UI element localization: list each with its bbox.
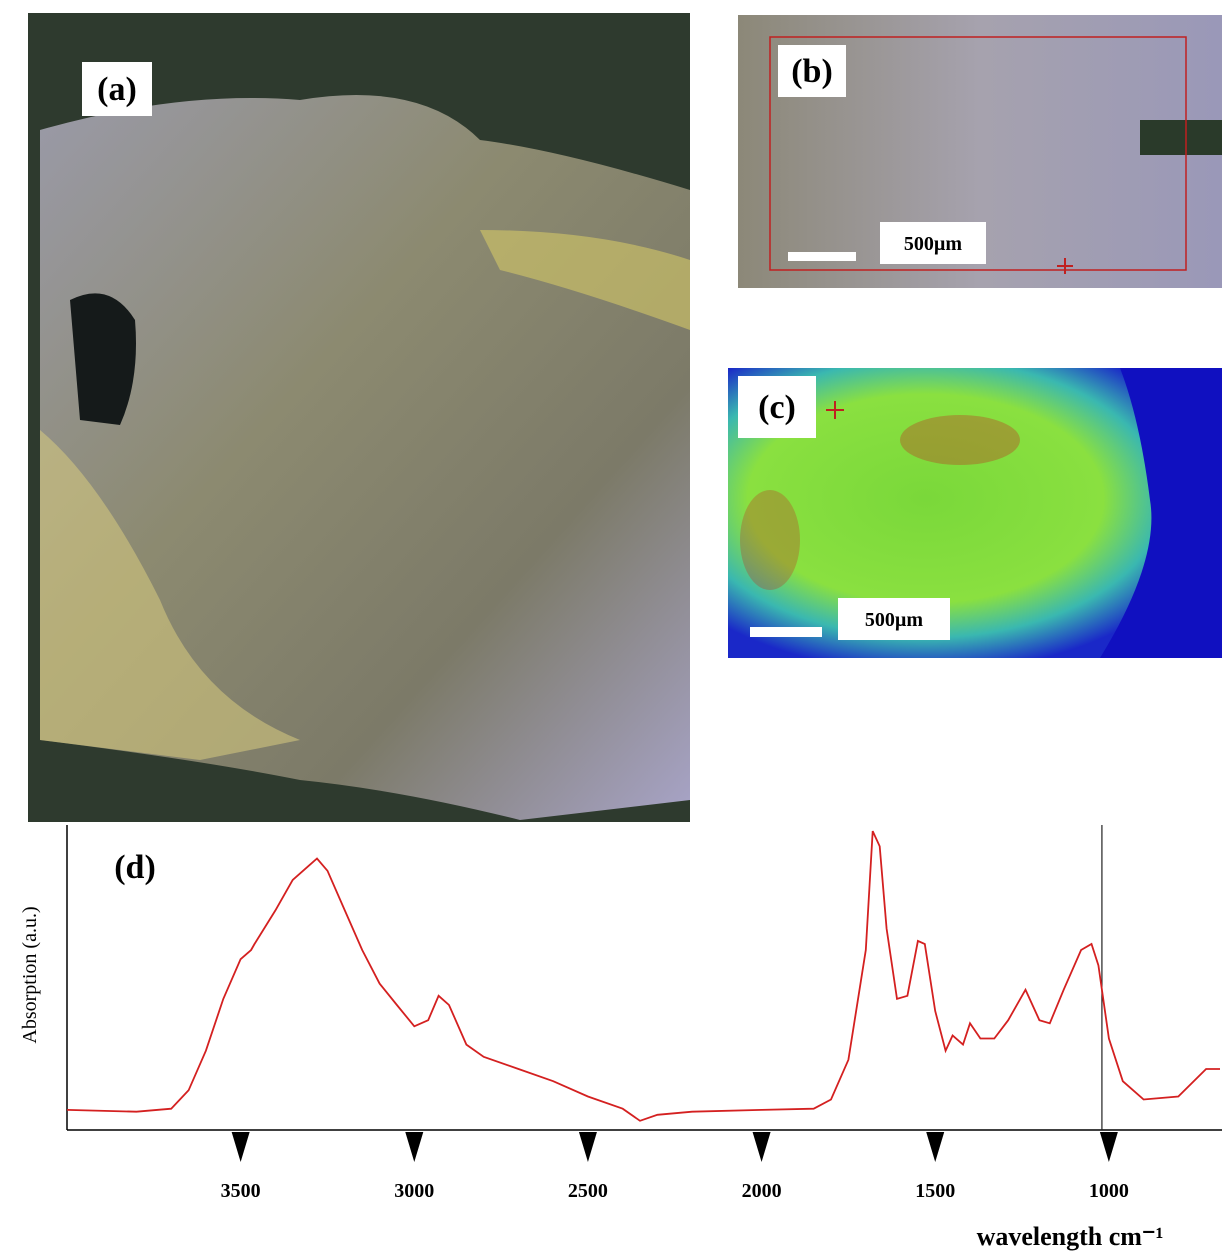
image-region (70, 293, 136, 425)
panel-label: (d) (114, 849, 156, 886)
x-tick-label: 2000 (742, 1180, 782, 1202)
spectrum-line (66, 830, 1220, 1122)
scale-label: 500µm (865, 609, 924, 631)
label-box (82, 62, 152, 116)
x-tick (752, 1132, 771, 1162)
image-region (900, 415, 1020, 465)
x-tick-label: 3000 (394, 1180, 434, 1202)
panel-label: (c) (758, 389, 796, 426)
selection-box (769, 36, 1187, 271)
panel-b: (b) 500µm (738, 15, 1222, 288)
scale-bar (788, 252, 856, 261)
image-region (480, 230, 690, 330)
x-tick-label: 3500 (221, 1180, 261, 1202)
crosshair (826, 401, 844, 419)
image-region (740, 490, 800, 590)
x-axis-label: wavelength cm⁻¹ (977, 1222, 1164, 1251)
panel-a: (a) (28, 13, 690, 822)
panel-label: (a) (97, 71, 137, 108)
x-tick-label: 1000 (1089, 1180, 1129, 1202)
y-axis-label: Absorption (a.u.) (19, 906, 41, 1043)
x-tick (926, 1132, 945, 1162)
scale-label: 500µm (904, 233, 963, 255)
scale-box (880, 222, 986, 264)
x-tick (578, 1132, 597, 1162)
x-tick (231, 1132, 250, 1162)
image-region (40, 430, 300, 760)
panel-c: (c) 500µm (728, 368, 1222, 658)
x-tick (1099, 1132, 1118, 1162)
label-box (778, 45, 846, 97)
spectrum-chart: (d) Absorption (a.u.) wavelength cm⁻¹ 35… (19, 825, 1222, 1251)
scale-box (838, 598, 950, 640)
x-tick-label: 2500 (568, 1180, 608, 1202)
crosshair (1057, 258, 1073, 274)
x-tick-label: 1500 (915, 1180, 955, 1202)
image-region (1100, 368, 1222, 658)
panel-label: (b) (791, 53, 833, 90)
scale-bar (750, 627, 822, 637)
image-region (1140, 120, 1222, 155)
label-box (738, 376, 816, 438)
x-tick (405, 1132, 424, 1162)
